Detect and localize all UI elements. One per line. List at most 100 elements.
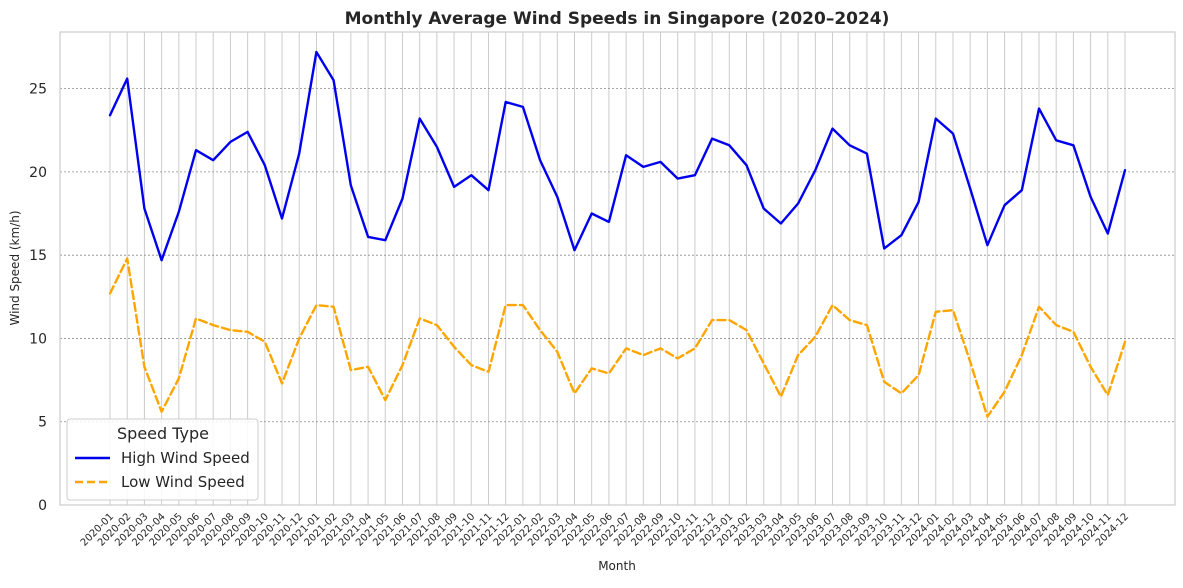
data-point <box>642 166 644 168</box>
data-point <box>195 317 197 319</box>
y-tick-label: 0 <box>38 498 47 514</box>
data-point <box>917 374 919 376</box>
data-point <box>504 101 506 103</box>
data-point <box>659 161 661 163</box>
data-point <box>917 201 919 203</box>
data-point <box>952 132 954 134</box>
data-point <box>986 416 988 418</box>
data-point <box>797 202 799 204</box>
data-point <box>797 354 799 356</box>
data-point <box>1038 107 1040 109</box>
data-point <box>178 211 180 213</box>
data-point <box>212 324 214 326</box>
data-point <box>350 184 352 186</box>
data-point <box>1055 139 1057 141</box>
data-point <box>281 217 283 219</box>
data-point <box>487 189 489 191</box>
data-point <box>625 347 627 349</box>
data-point <box>436 146 438 148</box>
data-point <box>642 354 644 356</box>
data-point <box>160 259 162 261</box>
data-point <box>866 324 868 326</box>
data-point <box>160 411 162 413</box>
data-point <box>436 324 438 326</box>
data-point <box>367 366 369 368</box>
data-point <box>900 234 902 236</box>
data-point <box>1124 169 1126 171</box>
data-point <box>659 347 661 349</box>
data-point <box>780 396 782 398</box>
data-point <box>1107 394 1109 396</box>
legend-label: High Wind Speed <box>121 449 250 467</box>
data-point <box>1021 354 1023 356</box>
series-line-high-wind-speed <box>108 50 1127 262</box>
chart-title: Monthly Average Wind Speeds in Singapore… <box>345 9 890 29</box>
data-point <box>522 304 524 306</box>
legend-title: Speed Type <box>117 424 209 443</box>
data-point <box>711 137 713 139</box>
data-point <box>763 362 765 364</box>
data-point <box>1107 232 1109 234</box>
data-point <box>109 292 111 294</box>
data-point <box>126 77 128 79</box>
data-point <box>677 357 679 359</box>
data-point <box>246 331 248 333</box>
data-point <box>883 247 885 249</box>
data-point <box>1003 391 1005 393</box>
data-point <box>212 159 214 161</box>
data-point <box>745 164 747 166</box>
data-point <box>470 364 472 366</box>
data-point <box>315 304 317 306</box>
data-point <box>487 371 489 373</box>
data-point <box>453 186 455 188</box>
data-point <box>866 152 868 154</box>
data-point <box>539 159 541 161</box>
data-point <box>1072 331 1074 333</box>
data-point <box>831 127 833 129</box>
data-point <box>126 257 128 259</box>
y-tick-label: 10 <box>29 331 47 347</box>
data-point <box>969 361 971 363</box>
data-point <box>573 249 575 251</box>
y-tick-label: 15 <box>29 248 47 264</box>
data-point <box>883 381 885 383</box>
data-point <box>229 141 231 143</box>
data-point <box>367 236 369 238</box>
data-point <box>831 304 833 306</box>
data-point <box>625 154 627 156</box>
data-point <box>1124 341 1126 343</box>
data-point <box>384 239 386 241</box>
data-point <box>229 329 231 331</box>
data-point <box>590 367 592 369</box>
data-point <box>315 51 317 53</box>
data-point <box>332 306 334 308</box>
data-point <box>573 392 575 394</box>
data-point <box>264 341 266 343</box>
y-axis-label: Wind Speed (km/h) <box>8 210 22 325</box>
data-point <box>1038 306 1040 308</box>
data-point <box>814 336 816 338</box>
data-point <box>143 366 145 368</box>
data-point <box>745 329 747 331</box>
data-point <box>504 304 506 306</box>
data-point <box>900 392 902 394</box>
legend-box <box>66 418 259 501</box>
data-point <box>728 319 730 321</box>
data-point <box>711 319 713 321</box>
data-point <box>332 79 334 81</box>
data-point <box>556 351 558 353</box>
data-point <box>539 329 541 331</box>
data-point <box>453 346 455 348</box>
data-point <box>1089 366 1091 368</box>
x-axis-label: Month <box>598 559 636 573</box>
data-point <box>178 377 180 379</box>
data-point <box>608 372 610 374</box>
data-point <box>935 311 937 313</box>
data-point <box>195 149 197 151</box>
data-point <box>522 106 524 108</box>
data-point <box>556 196 558 198</box>
data-point <box>849 144 851 146</box>
data-point <box>590 212 592 214</box>
y-tick-label: 20 <box>29 165 47 181</box>
